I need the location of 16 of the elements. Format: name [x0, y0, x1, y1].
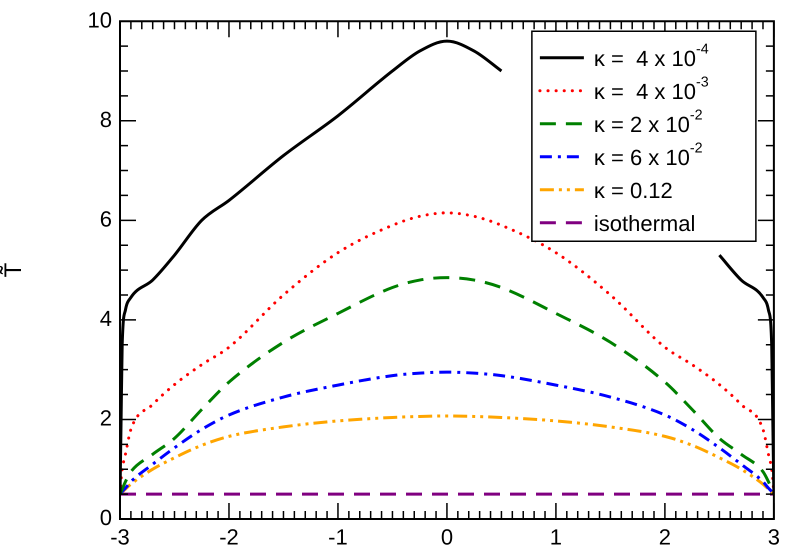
x-tick-label: 2 [658, 524, 672, 550]
x-tick-label: 0 [440, 524, 454, 550]
y-tick-label: 2 [100, 406, 112, 431]
x-tick-label: -3 [110, 524, 130, 550]
x-tick-label: -1 [328, 524, 348, 550]
legend-label: κ = 0.12 [594, 178, 673, 203]
x-tick-label: 3 [768, 524, 780, 550]
y-tick-label: 10 [88, 7, 112, 32]
x-tick-label: -2 [219, 524, 239, 550]
y-tick-label: 0 [100, 505, 112, 530]
legend-label: isothermal [594, 210, 696, 236]
x-tick-label: 1 [550, 524, 562, 550]
y-tick-label: 8 [100, 106, 112, 132]
y-axis-title: T̃ [0, 262, 28, 278]
y-tick-label: 6 [100, 206, 112, 232]
y-tick-label: 4 [100, 306, 112, 331]
